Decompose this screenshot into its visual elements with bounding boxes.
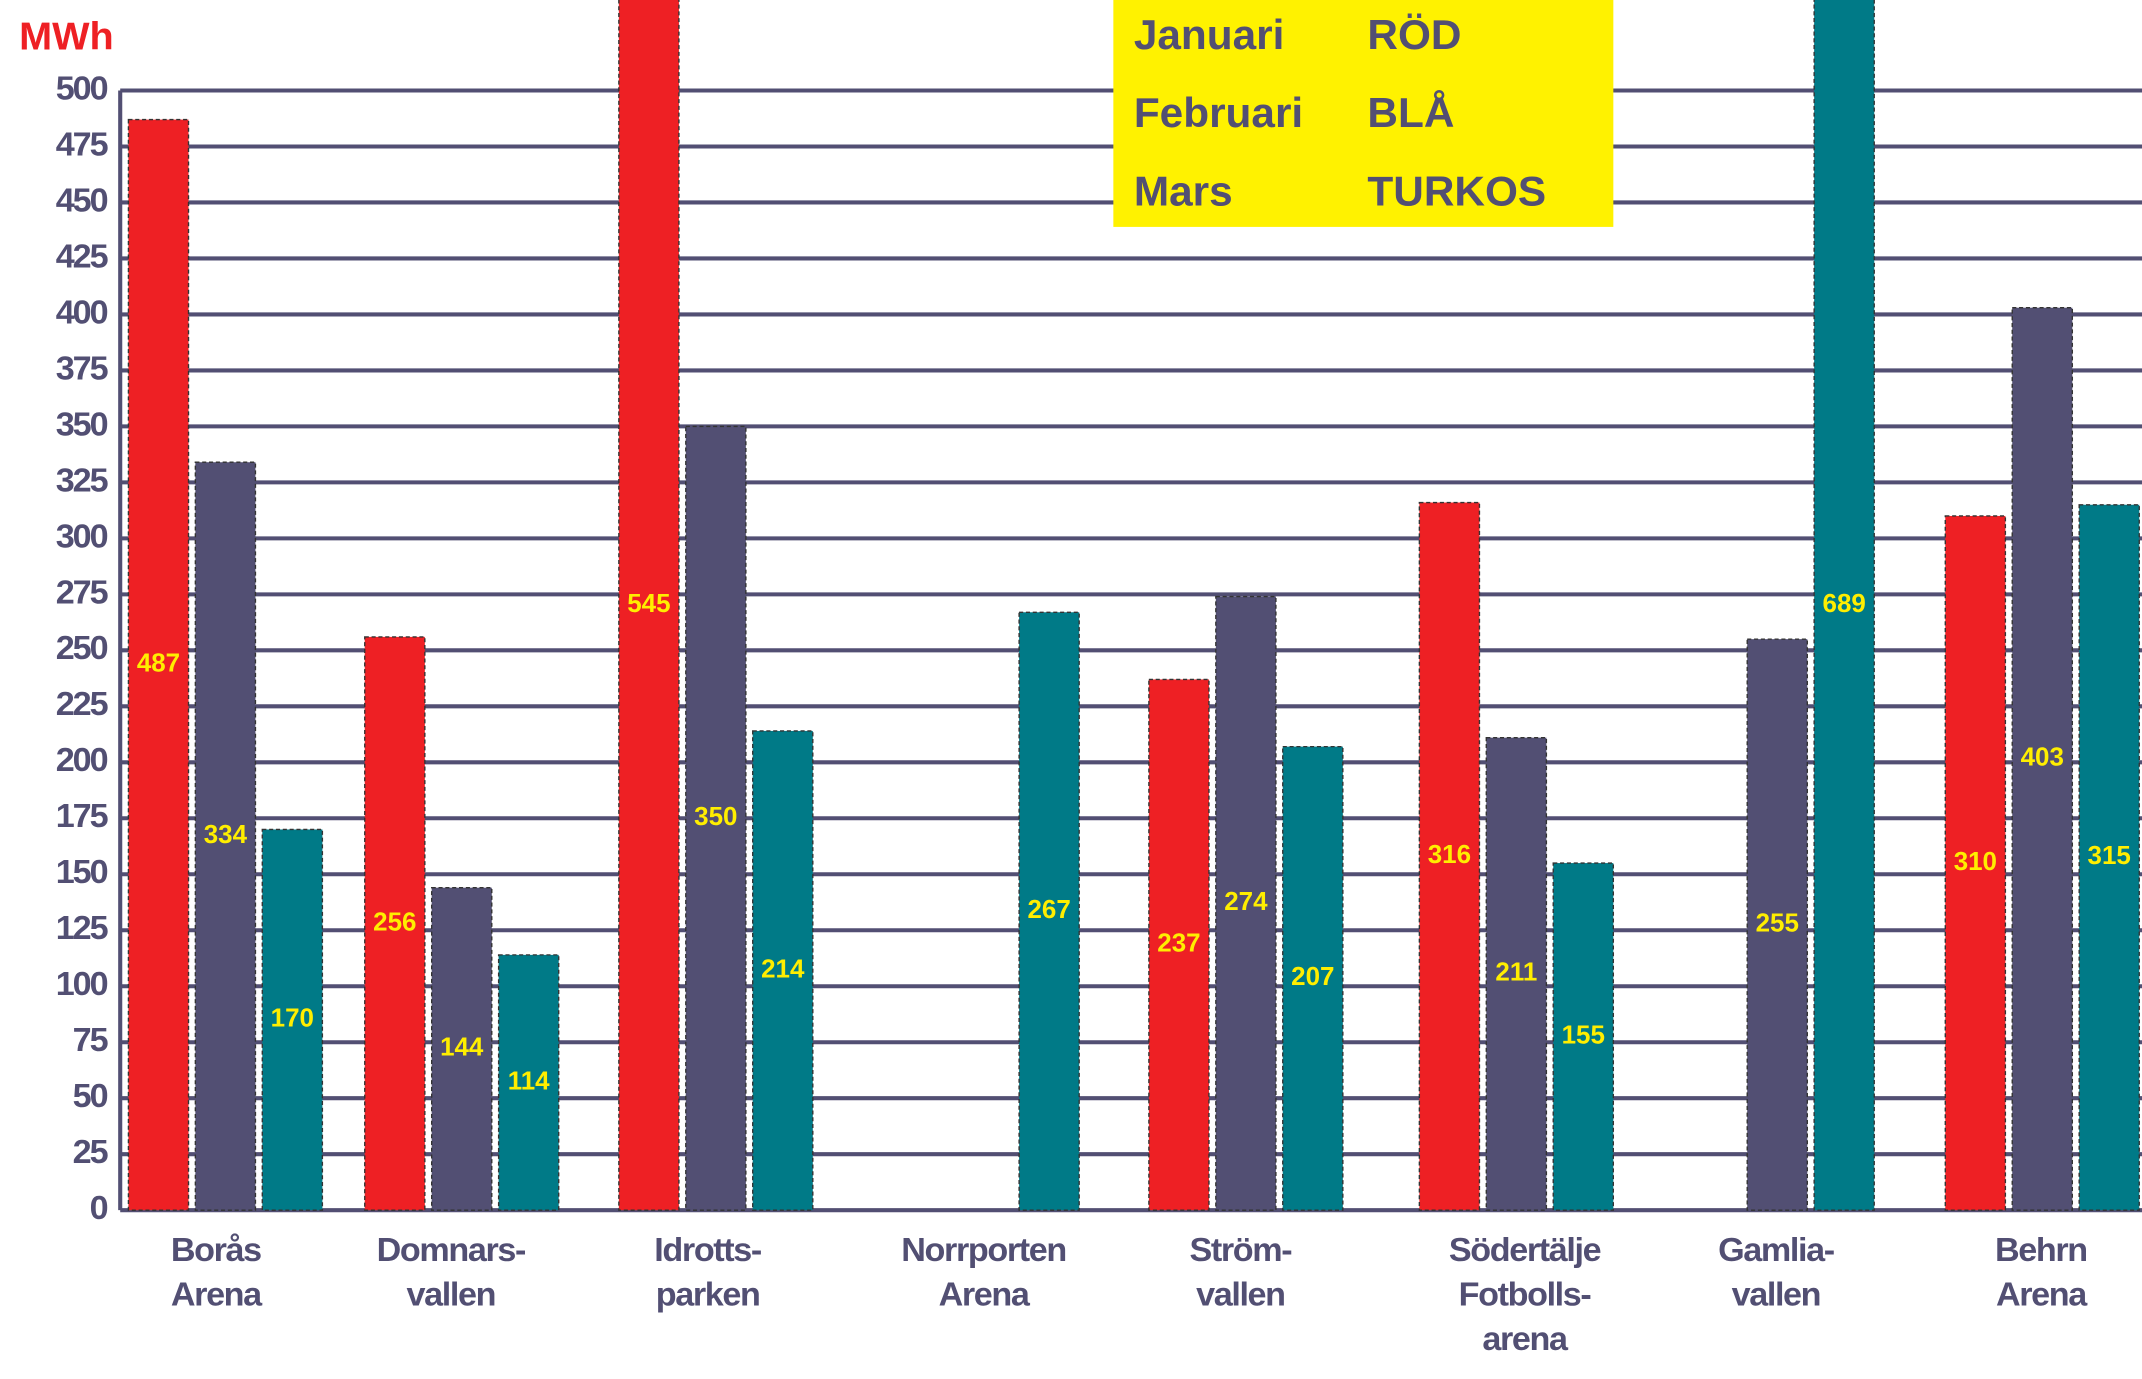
bar — [1018, 611, 1080, 1211]
value-label: 403 — [2021, 744, 2064, 772]
x-tick-label: Arena — [1996, 1276, 2088, 1314]
legend-color-name: TURKOS — [1367, 168, 1546, 215]
x-tick-label: Södertälje — [1449, 1231, 1601, 1269]
y-tick-label: 250 — [56, 629, 108, 667]
value-label: 689 — [1823, 590, 1866, 618]
x-tick-label: Behrn — [1995, 1231, 2087, 1269]
y-tick-label: 150 — [56, 853, 108, 891]
x-tick-label: vallen — [407, 1276, 496, 1314]
legend-color-name: BLÅ — [1367, 89, 1454, 136]
legend-name: Mars — [1134, 168, 1233, 215]
x-tick-label: vallen — [1732, 1276, 1821, 1314]
bar — [2078, 504, 2140, 1211]
y-tick-label: 400 — [56, 294, 108, 332]
x-tick-label: Borås — [171, 1231, 261, 1269]
x-tick-label: Norrporten — [901, 1231, 1066, 1269]
bar — [1148, 678, 1210, 1211]
value-label: 237 — [1157, 930, 1200, 958]
x-tick-label: Ström- — [1190, 1231, 1292, 1269]
y-tick-label: 375 — [56, 350, 108, 388]
legend-name: Januari — [1134, 11, 1285, 58]
y-tick-label: 425 — [56, 238, 108, 276]
y-tick-label: 225 — [56, 685, 108, 723]
unit-label: MWh — [19, 15, 114, 59]
y-tick-label: 500 — [56, 70, 108, 108]
value-label: 316 — [1428, 841, 1471, 869]
bar — [1282, 745, 1344, 1211]
bar — [1813, 0, 1875, 1211]
y-tick-label: 275 — [56, 573, 108, 611]
bar — [1552, 862, 1615, 1211]
bar — [364, 636, 426, 1211]
bar — [1418, 501, 1481, 1211]
value-label: 114 — [508, 1067, 551, 1095]
value-label: 144 — [440, 1034, 484, 1062]
bar — [618, 0, 680, 1211]
bar — [1746, 638, 1808, 1211]
y-tick-label: 475 — [56, 126, 108, 164]
y-tick-label: 325 — [56, 461, 108, 499]
value-label: 315 — [2088, 842, 2131, 870]
bar — [1485, 736, 1548, 1211]
bar — [1944, 515, 2007, 1211]
value-label: 487 — [137, 650, 180, 678]
value-label: 256 — [373, 908, 416, 936]
y-tick-label: 25 — [73, 1133, 108, 1171]
y-tick-label: 50 — [73, 1077, 108, 1115]
value-label: 211 — [1495, 959, 1537, 987]
legend-name: Februari — [1134, 89, 1303, 136]
value-label: 334 — [204, 821, 248, 849]
x-tick-label: vallen — [1196, 1276, 1285, 1314]
value-label: 214 — [761, 955, 805, 983]
y-tick-label: 0 — [90, 1189, 108, 1227]
x-tick-label: Arena — [939, 1276, 1031, 1314]
y-tick-label: 450 — [56, 182, 108, 220]
y-tick-label: 125 — [56, 909, 108, 947]
value-label: 255 — [1756, 910, 1799, 938]
bar — [261, 828, 324, 1211]
x-tick-label: Fotbolls- — [1459, 1276, 1591, 1314]
bar — [1215, 595, 1277, 1211]
x-tick-label: arena — [1482, 1320, 1569, 1358]
bar — [127, 118, 190, 1211]
x-tick-label: Domnars- — [377, 1231, 525, 1269]
x-tick-label: Idrotts- — [654, 1231, 761, 1269]
y-tick-label: 200 — [56, 741, 108, 779]
bar — [685, 425, 747, 1211]
y-tick-label: 175 — [56, 797, 108, 835]
x-tick-label: Gamlia- — [1718, 1231, 1834, 1269]
value-label: 170 — [271, 1005, 314, 1033]
bar — [430, 887, 493, 1211]
value-label: 310 — [1954, 848, 1997, 876]
bar — [2011, 307, 2074, 1211]
value-label: 350 — [694, 803, 737, 831]
legend-color-name: RÖD — [1367, 11, 1461, 58]
value-label: 207 — [1291, 963, 1334, 991]
value-label: 274 — [1224, 888, 1268, 916]
value-label: 545 — [627, 590, 670, 618]
y-tick-label: 350 — [56, 405, 108, 443]
x-tick-label: Arena — [171, 1276, 263, 1314]
value-label: 267 — [1027, 896, 1070, 924]
y-tick-label: 300 — [56, 517, 108, 555]
y-tick-label: 75 — [73, 1021, 108, 1059]
bar — [497, 954, 560, 1211]
value-label: 155 — [1562, 1022, 1605, 1050]
bar — [752, 730, 814, 1211]
bar — [194, 461, 257, 1211]
legend-box — [1113, 0, 1614, 227]
x-tick-label: parken — [656, 1276, 760, 1314]
y-tick-label: 100 — [56, 965, 108, 1003]
